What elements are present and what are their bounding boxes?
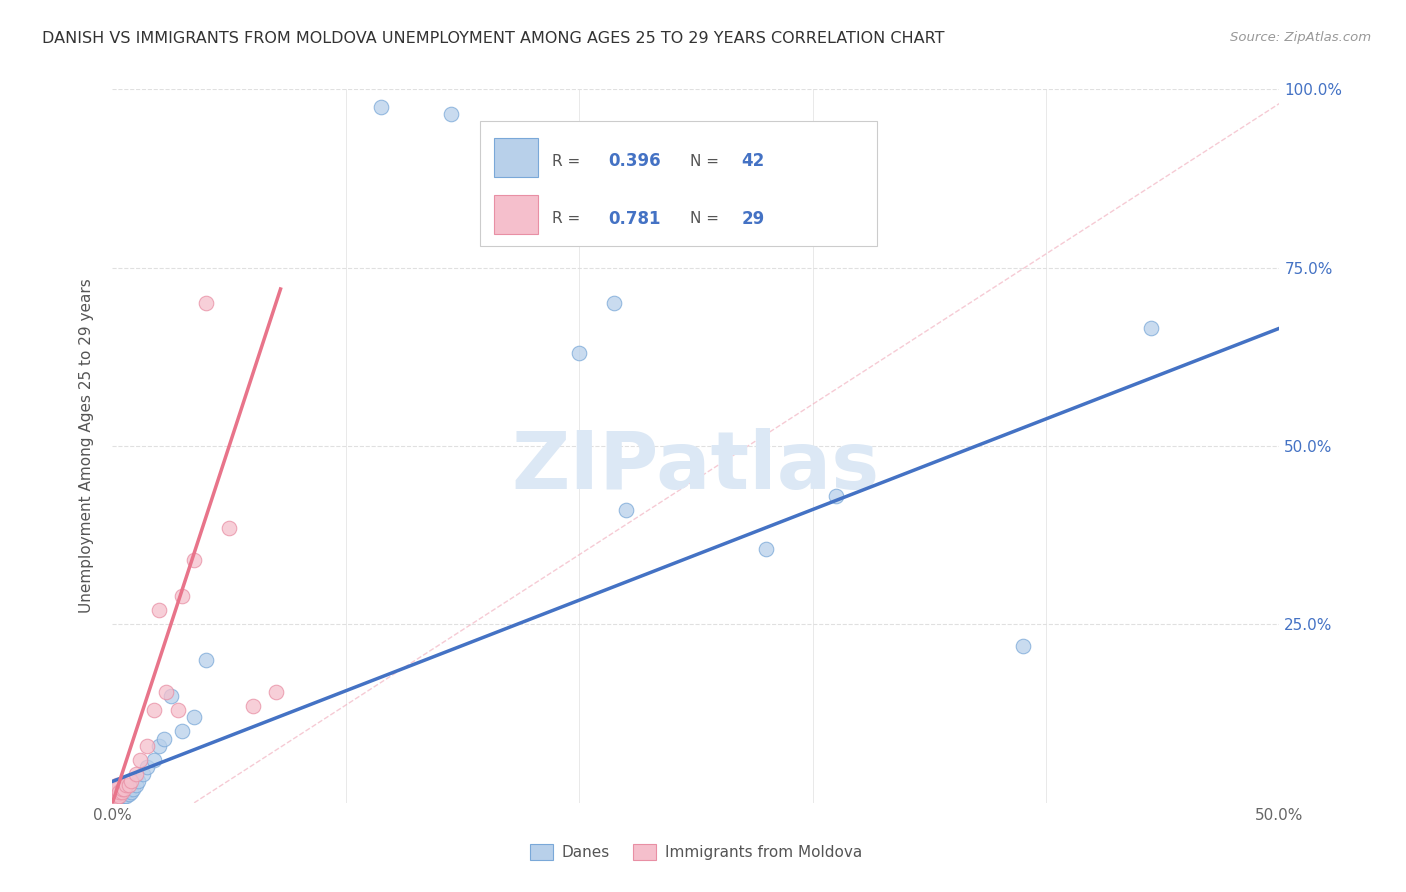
Text: Source: ZipAtlas.com: Source: ZipAtlas.com: [1230, 31, 1371, 45]
Point: [112, 781, 135, 796]
Point: [105, 790, 128, 805]
Point: [112, 789, 135, 803]
Point: [148, 739, 170, 753]
Point: [127, 774, 149, 789]
Point: [111, 785, 134, 799]
Text: R =: R =: [553, 211, 585, 227]
Text: N =: N =: [690, 153, 724, 169]
Point: [125, 767, 148, 781]
Point: [183, 553, 205, 567]
Point: [440, 107, 463, 121]
Legend: Danes, Immigrants from Moldova: Danes, Immigrants from Moldova: [523, 838, 869, 866]
Text: 29: 29: [741, 210, 765, 227]
FancyBboxPatch shape: [479, 121, 877, 246]
Point: [105, 787, 128, 801]
Point: [172, 724, 194, 739]
Point: [153, 731, 176, 746]
Text: R =: R =: [553, 153, 585, 169]
FancyBboxPatch shape: [494, 195, 538, 235]
Text: DANISH VS IMMIGRANTS FROM MOLDOVA UNEMPLOYMENT AMONG AGES 25 TO 29 YEARS CORRELA: DANISH VS IMMIGRANTS FROM MOLDOVA UNEMPL…: [42, 31, 945, 46]
Point: [105, 785, 128, 799]
Point: [118, 787, 141, 801]
Point: [115, 789, 138, 803]
Point: [129, 753, 152, 767]
Point: [370, 100, 392, 114]
Point: [143, 753, 166, 767]
Point: [1140, 321, 1163, 335]
Point: [143, 703, 166, 717]
Point: [104, 789, 127, 803]
Point: [194, 653, 217, 667]
Point: [105, 778, 128, 792]
Point: [755, 542, 778, 557]
Point: [112, 781, 135, 796]
Point: [118, 783, 141, 797]
Point: [148, 603, 170, 617]
Point: [108, 787, 131, 801]
Point: [136, 760, 159, 774]
Point: [120, 774, 142, 789]
Point: [115, 778, 138, 792]
Point: [1011, 639, 1033, 653]
Point: [111, 790, 134, 805]
Point: [118, 778, 141, 792]
Point: [218, 521, 240, 535]
Point: [603, 296, 626, 310]
Point: [108, 789, 131, 803]
Point: [166, 703, 188, 717]
Point: [104, 792, 127, 806]
Point: [183, 710, 205, 724]
Point: [568, 346, 591, 360]
Point: [104, 790, 127, 805]
Text: 0.396: 0.396: [609, 153, 661, 170]
Point: [825, 489, 848, 503]
Point: [105, 781, 128, 796]
Point: [160, 689, 183, 703]
Point: [108, 785, 131, 799]
Point: [108, 791, 131, 805]
Point: [111, 781, 134, 796]
Point: [194, 296, 217, 310]
Text: 0.781: 0.781: [609, 210, 661, 227]
Point: [105, 790, 128, 805]
Point: [104, 789, 127, 803]
Point: [104, 787, 127, 801]
Point: [155, 685, 177, 699]
Point: [105, 792, 128, 806]
Point: [120, 785, 142, 799]
Point: [115, 785, 138, 799]
Point: [614, 503, 637, 517]
Text: ZIPatlas: ZIPatlas: [512, 428, 880, 507]
Point: [105, 789, 128, 803]
Point: [122, 781, 145, 796]
Point: [242, 699, 264, 714]
Point: [264, 685, 287, 699]
Point: [104, 790, 127, 805]
Y-axis label: Unemployment Among Ages 25 to 29 years: Unemployment Among Ages 25 to 29 years: [79, 278, 94, 614]
FancyBboxPatch shape: [494, 137, 538, 177]
Point: [104, 792, 127, 806]
Text: 42: 42: [741, 153, 765, 170]
Point: [108, 789, 131, 803]
Point: [172, 589, 194, 603]
Point: [125, 778, 148, 792]
Point: [136, 739, 159, 753]
Point: [104, 785, 127, 799]
Point: [111, 785, 134, 799]
Point: [132, 767, 155, 781]
Text: N =: N =: [690, 211, 724, 227]
Point: [104, 790, 127, 805]
